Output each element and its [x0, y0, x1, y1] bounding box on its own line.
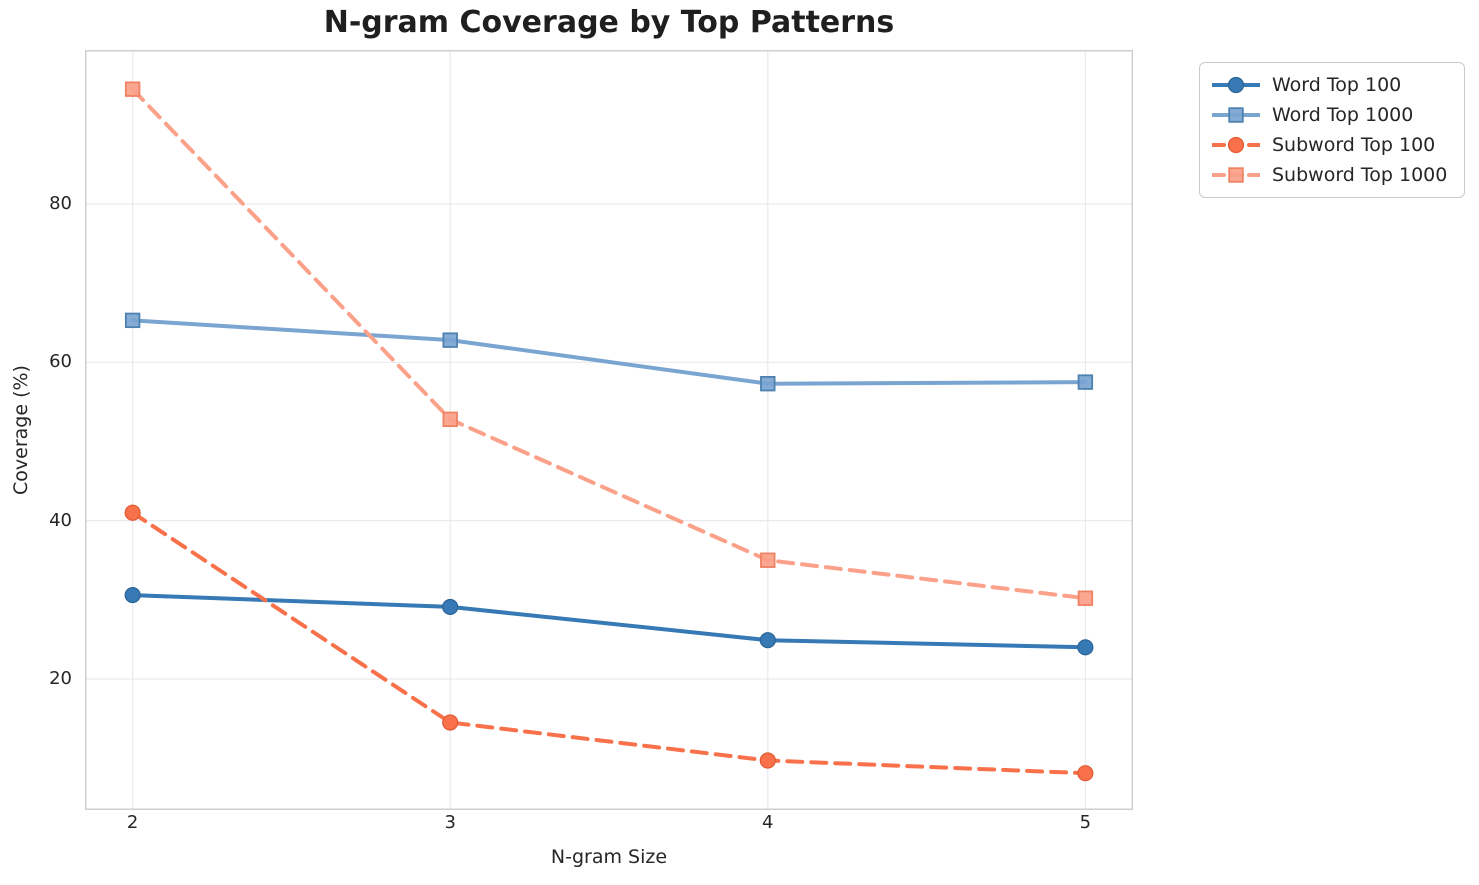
circle-marker-subword-top-100	[1077, 765, 1094, 782]
square-marker-subword-top-1000	[124, 81, 141, 97]
circle-marker-word-top-100	[1227, 76, 1245, 94]
y-axis-label: Coverage (%)	[10, 365, 32, 495]
legend-label: Subword Top 100	[1272, 134, 1436, 156]
circle-marker-word-top-100	[442, 598, 459, 616]
plot-area	[85, 50, 1133, 810]
square-marker-word-top-1000	[1077, 374, 1094, 390]
x-tick-label: 3	[444, 812, 456, 833]
circle-marker-subword-top-100	[442, 714, 459, 731]
x-tick-label: 2	[126, 812, 139, 833]
series-line-word-top-100	[130, 593, 1088, 650]
legend-label: Word Top 100	[1272, 74, 1402, 96]
square-marker-subword-top-1000	[1077, 590, 1094, 606]
legend-label: Word Top 1000	[1272, 104, 1414, 126]
square-marker-word-top-1000	[1228, 107, 1244, 123]
legend-item-subword-top-100: Subword Top 100	[1212, 132, 1452, 158]
legend-label: Subword Top 1000	[1272, 164, 1448, 186]
x-axis-label: N-gram Size	[550, 846, 668, 868]
series-line-subword-top-100	[130, 510, 1088, 776]
legend-line-sample	[1212, 76, 1260, 94]
circle-marker-subword-top-100	[759, 752, 776, 769]
square-marker-subword-top-1000	[760, 552, 776, 568]
axes-spines	[85, 50, 1133, 810]
legend-line-sample	[1212, 136, 1260, 154]
circle-marker-word-top-100	[1077, 639, 1094, 656]
series-line-subword-top-1000	[130, 87, 1088, 601]
legend-item-word-top-100: Word Top 100	[1212, 72, 1452, 98]
square-marker-word-top-1000	[124, 312, 141, 329]
legend: Word Top 100 Word Top 1000 Subword Top 100…	[1199, 62, 1465, 198]
circle-marker-subword-top-100	[124, 504, 141, 521]
circle-marker-subword-top-100	[1227, 136, 1245, 154]
x-tick-label: 4	[762, 812, 774, 833]
legend-line-sample	[1212, 167, 1260, 183]
chart-title: N-gram Coverage by Top Patterns	[323, 5, 895, 40]
y-tick-label: 60	[49, 351, 72, 373]
square-marker-subword-top-1000	[442, 411, 458, 428]
square-marker-subword-top-1000	[1228, 167, 1244, 183]
circle-marker-word-top-100	[124, 586, 141, 604]
legend-item-word-top-1000: Word Top 1000	[1212, 102, 1452, 128]
legend-line-sample	[1212, 107, 1260, 123]
y-tick-label: 40	[49, 509, 72, 531]
series-line-word-top-1000	[130, 318, 1088, 386]
y-tick-label: 80	[49, 193, 72, 215]
x-tick-label: 5	[1079, 812, 1092, 833]
square-marker-word-top-1000	[760, 375, 776, 392]
legend-item-subword-top-1000: Subword Top 1000	[1212, 162, 1452, 188]
y-tick-label: 20	[49, 668, 72, 690]
square-marker-word-top-1000	[442, 332, 458, 348]
circle-marker-word-top-100	[759, 632, 776, 649]
